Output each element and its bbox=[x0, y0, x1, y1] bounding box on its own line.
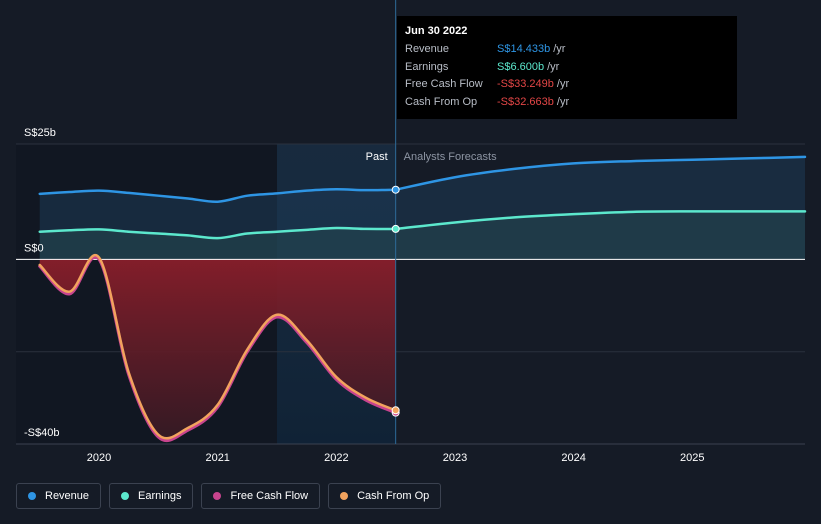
legend-item-revenue[interactable]: Revenue bbox=[16, 483, 102, 509]
earnings-forecast-line bbox=[394, 210, 807, 231]
y-tick-label: -S$40b bbox=[24, 427, 59, 439]
tooltip-label: Free Cash Flow bbox=[405, 78, 483, 90]
tooltip-label: Revenue bbox=[405, 43, 450, 55]
cash-from-op-line bbox=[38, 253, 397, 440]
earnings-marker bbox=[391, 224, 400, 233]
tooltip-label: Earnings bbox=[405, 60, 449, 73]
tooltip: Jun 30 2022 Revenue S$14.433b /yr Earnin… bbox=[397, 16, 737, 119]
x-tick-label: 2024 bbox=[561, 452, 585, 464]
x-axis-labels: 2020 2021 2022 2023 2024 2025 bbox=[87, 452, 705, 464]
x-tick-label: 2025 bbox=[680, 452, 704, 464]
free-cash-flow-area bbox=[39, 256, 396, 441]
legend-dot-icon bbox=[121, 492, 130, 500]
tooltip-row-revenue: Revenue S$14.433b /yr bbox=[405, 43, 729, 61]
tooltip-row-cash-from-op: Cash From Op -S$32.663b /yr bbox=[405, 96, 729, 114]
tooltip-unit: /yr bbox=[547, 60, 560, 73]
legend-label: Free Cash Flow bbox=[230, 490, 309, 502]
legend-item-cash-from-op[interactable]: Cash From Op bbox=[328, 483, 442, 509]
y-tick-label: S$0 bbox=[24, 242, 44, 254]
tooltip-value: -S$33.249b bbox=[497, 78, 554, 90]
tooltip-value: S$6.600b bbox=[497, 60, 545, 73]
tooltip-row-earnings: Earnings S$6.600b /yr bbox=[405, 61, 729, 79]
legend-label: Earnings bbox=[138, 490, 182, 502]
series-markers bbox=[391, 185, 400, 417]
x-tick-label: 2023 bbox=[443, 452, 467, 464]
tooltip-date: Jun 30 2022 bbox=[405, 25, 468, 37]
cash-from-op-marker bbox=[391, 406, 400, 415]
series-lines bbox=[38, 155, 807, 443]
area-fills bbox=[39, 156, 806, 441]
legend-dot-icon bbox=[28, 492, 36, 500]
y-axis-labels: S$25b S$0 -S$40b bbox=[24, 127, 59, 439]
forecast-label: Analysts Forecasts bbox=[404, 151, 497, 163]
tooltip-row-free-cash-flow: Free Cash Flow -S$33.249b /yr bbox=[405, 78, 729, 96]
legend: Revenue Earnings Free Cash Flow Cash Fro… bbox=[16, 483, 449, 509]
tooltip-label: Cash From Op bbox=[405, 95, 478, 108]
legend-dot-icon bbox=[213, 492, 222, 500]
x-tick-label: 2022 bbox=[324, 452, 348, 464]
tooltip-unit: /yr bbox=[556, 95, 570, 108]
x-tick-label: 2020 bbox=[87, 452, 111, 464]
revenue-forecast-line bbox=[394, 155, 807, 191]
x-tick-label: 2021 bbox=[205, 452, 229, 464]
legend-item-earnings[interactable]: Earnings bbox=[109, 483, 194, 509]
tooltip-value: S$14.433b bbox=[497, 43, 551, 55]
y-tick-label: S$25b bbox=[24, 127, 56, 139]
legend-label: Revenue bbox=[45, 490, 90, 502]
earnings-area bbox=[39, 211, 806, 260]
tooltip-unit: /yr bbox=[553, 43, 566, 55]
past-label: Past bbox=[366, 151, 388, 163]
tooltip-value: -S$32.663b bbox=[497, 95, 554, 108]
legend-dot-icon bbox=[340, 492, 349, 500]
legend-label: Cash From Op bbox=[357, 490, 430, 502]
legend-item-free-cash-flow[interactable]: Free Cash Flow bbox=[201, 483, 321, 509]
revenue-marker bbox=[391, 185, 400, 194]
tooltip-unit: /yr bbox=[556, 78, 570, 90]
earnings-line bbox=[38, 226, 397, 240]
revenue-line bbox=[38, 187, 397, 203]
